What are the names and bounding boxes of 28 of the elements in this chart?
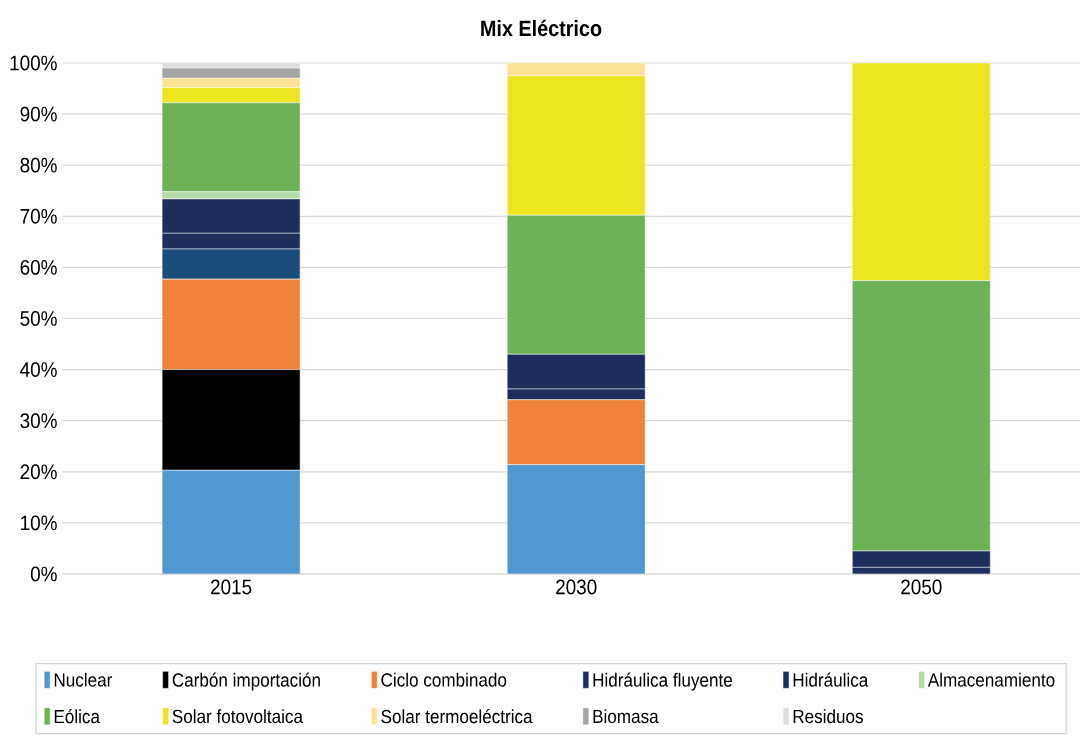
x-tick-label: 2030 [556, 579, 597, 595]
x-tick-label: 2050 [901, 579, 942, 595]
chart-title: Mix Eléctrico [481, 19, 602, 37]
x-tick-label: 2015 [211, 579, 252, 595]
y-tick-label: 20% [20, 464, 57, 480]
legend-label: Hidráulica fluyente [593, 672, 732, 691]
legend-label: Biomasa [593, 709, 659, 724]
legend-label: Hidráulica [793, 672, 869, 687]
y-tick-label: 50% [20, 311, 57, 326]
y-tick-label: 10% [21, 515, 57, 531]
bar [506, 464, 646, 574]
legend-label: Nuclear [54, 672, 113, 687]
legend-label: Carbón importación [172, 672, 320, 691]
y-tick-label: 90% [20, 106, 57, 122]
legend-label: Ciclo combinado [381, 672, 507, 687]
legend-label: Solar fotovoltaica [172, 709, 303, 724]
y-tick-label: 60% [20, 259, 57, 275]
y-tick-label: 40% [20, 362, 57, 378]
y-tick-label: 70% [20, 208, 57, 224]
y-tick-label: 100% [10, 55, 57, 71]
legend-label: Solar termoeléctrica [381, 709, 533, 724]
y-tick-label: 30% [20, 413, 57, 429]
legend-label: Almacenamiento [927, 672, 1055, 687]
legend-label: Residuos [793, 709, 863, 724]
y-tick-label: 80% [20, 157, 57, 173]
legend-label: Eólica [54, 709, 100, 724]
bar [161, 470, 301, 574]
y-tick-label: 0% [30, 566, 57, 582]
